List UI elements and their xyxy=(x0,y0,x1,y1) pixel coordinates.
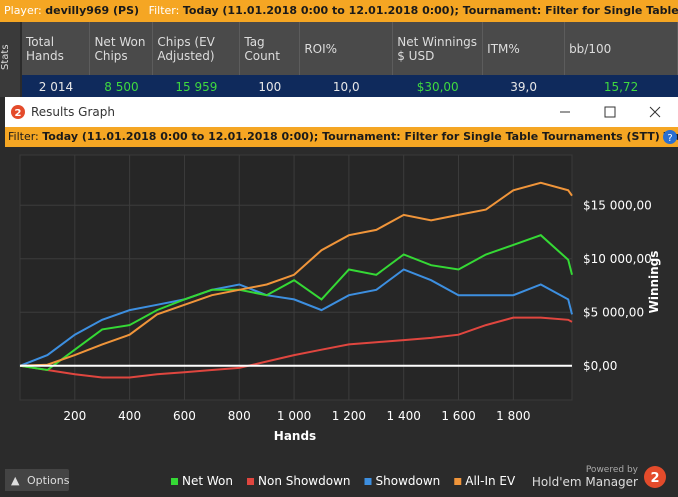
powered-by: Powered by xyxy=(586,465,639,475)
series-line xyxy=(19,316,573,379)
legend-swatch xyxy=(364,478,372,485)
options-button[interactable] xyxy=(5,469,69,491)
player-filter-bar: Player: devilly969 (PS) Filter: Today (1… xyxy=(0,0,678,22)
window-filter-bar: Filter: Today (11.01.2018 0:00 to 12.01.… xyxy=(5,127,678,147)
legend-label: All-In EV xyxy=(465,474,516,488)
x-tick-label: 1 200 xyxy=(332,409,366,423)
filter-text: Today (11.01.2018 0:00 to 12.01.2018 0:0… xyxy=(182,4,678,17)
svg-text:?: ? xyxy=(667,133,672,144)
close[interactable] xyxy=(649,106,661,118)
legend-label: Showdown xyxy=(376,474,441,488)
x-tick-label: 1 800 xyxy=(496,409,530,423)
filter-label: Filter: xyxy=(8,130,39,143)
cell: 15 959 xyxy=(152,75,240,99)
column-header: ROI% xyxy=(299,22,394,75)
column-header: Net Winnings $ USD xyxy=(392,22,484,75)
title-bar: 2 Results Graph xyxy=(5,97,678,127)
x-tick-label: 1 600 xyxy=(441,409,475,423)
results-graph-window: 2 Results Graph Filter: Today (11.01.201… xyxy=(5,97,678,497)
column-header: Chips (EV Adjusted) xyxy=(152,22,241,75)
filter-label: Filter: xyxy=(148,4,180,17)
filter-text: Today (11.01.2018 0:00 to 12.01.2018 0:0… xyxy=(42,130,678,143)
options-label: Options xyxy=(27,474,70,487)
x-tick-label: 400 xyxy=(118,409,141,423)
legend-swatch xyxy=(454,478,462,485)
stats-tab[interactable]: Stats xyxy=(0,22,20,97)
options-arrow: ▲ xyxy=(11,474,20,487)
brand-logo xyxy=(644,466,666,488)
cell: 100 xyxy=(239,75,300,99)
window-controls xyxy=(560,106,661,118)
x-axis-title: Hands xyxy=(274,429,316,443)
y-tick-label: $0,00 xyxy=(583,359,617,373)
player-name: devilly969 (PS) xyxy=(45,4,140,17)
legend-label: Non Showdown xyxy=(258,474,351,488)
column-header: bb/100 xyxy=(564,22,678,75)
cell: 8 500 xyxy=(89,75,153,99)
x-tick-label: 1 400 xyxy=(387,409,421,423)
window-title: Results Graph xyxy=(31,105,115,119)
x-tick-label: 200 xyxy=(63,409,86,423)
app-icon: 2 xyxy=(11,105,25,119)
x-tick-label: 1 000 xyxy=(277,409,311,423)
series-line xyxy=(19,181,573,367)
chart: Hands Winnings ▲ Options Powered by Hold… xyxy=(5,154,666,491)
y-axis-title: Winnings xyxy=(647,251,661,314)
cell: 2 014 xyxy=(22,75,90,99)
help-icon[interactable]: ? xyxy=(663,130,677,144)
series-line xyxy=(19,234,573,372)
column-header: Net Won Chips xyxy=(89,22,154,75)
brand-logo-text: 2 xyxy=(650,471,659,486)
cell: 10,0 xyxy=(299,75,393,99)
maximize[interactable] xyxy=(604,106,616,118)
x-tick-label: 800 xyxy=(228,409,251,423)
plot-area xyxy=(19,154,573,401)
series-line xyxy=(19,268,573,367)
stats-tab-label: Stats xyxy=(0,44,11,70)
cell: $30,00 xyxy=(392,75,483,99)
cell: 39,0 xyxy=(482,75,565,99)
y-tick-label: $5 000,00 xyxy=(583,305,644,319)
cell: 15,72 xyxy=(564,75,678,99)
legend-swatch xyxy=(247,478,254,485)
y-tick-label: $15 000,00 xyxy=(583,198,652,212)
svg-text:2: 2 xyxy=(15,108,22,119)
column-header: Total Hands xyxy=(22,22,91,75)
legend-swatch xyxy=(171,478,178,485)
x-tick-label: 600 xyxy=(173,409,196,423)
y-tick-label: $10 000,00 xyxy=(583,252,652,266)
legend-label: Net Won xyxy=(182,474,233,488)
column-header: Tag Count xyxy=(239,22,301,75)
stats-table: Total Hands Net Won Chips Chips (EV Adjust… xyxy=(22,22,678,99)
brand-name: Hold'em Manager xyxy=(532,475,638,489)
column-header: ITM% xyxy=(482,22,566,75)
player-label: Player: xyxy=(4,4,42,17)
